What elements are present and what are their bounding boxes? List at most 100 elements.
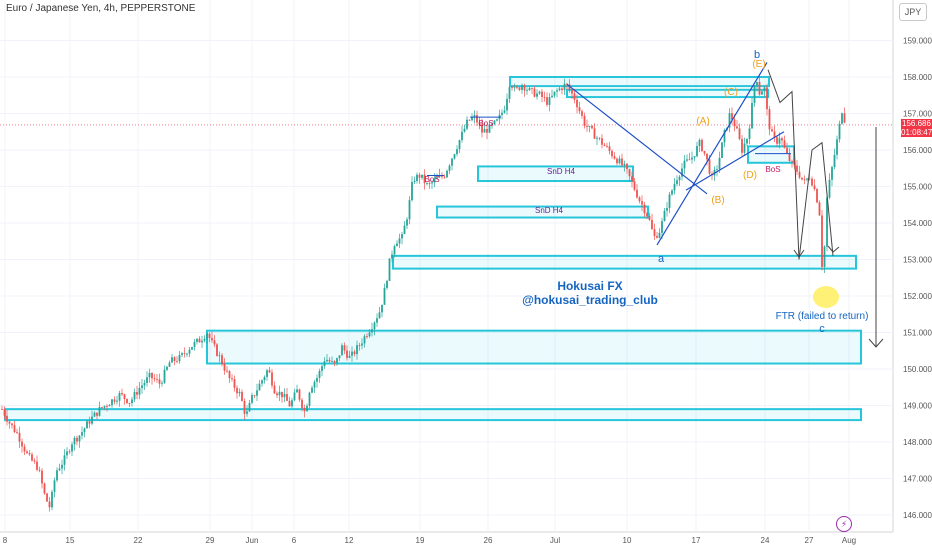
y-tick-label: 151.000: [903, 329, 932, 338]
candle-body: [148, 372, 151, 378]
candle-body: [276, 393, 278, 396]
candle-body: [673, 183, 676, 191]
time-axis[interactable]: 8 15 22 29 Jun 6 12 19 26 Jul 10 17 24 27 Aug: [3, 536, 856, 545]
candle-body: [641, 201, 643, 205]
x-tick-label: 6: [292, 536, 297, 545]
candle-body: [473, 115, 476, 118]
candle-body: [616, 158, 618, 164]
candle-body: [786, 147, 788, 154]
candle-body: [143, 382, 146, 386]
projection-path-2: [798, 141, 834, 260]
candle-body: [591, 125, 593, 129]
x-tick-label: Jun: [246, 536, 259, 545]
candle-body: [771, 129, 773, 132]
candle-body: [698, 139, 701, 147]
candle-body: [1, 409, 3, 410]
currency-button[interactable]: JPY: [899, 3, 927, 21]
candle-body: [841, 113, 843, 124]
arrowhead-2: [827, 245, 840, 253]
y-tick-label: 159.000: [903, 37, 932, 46]
candle-body: [146, 377, 148, 383]
candle-body: [551, 95, 553, 98]
candle-body: [528, 88, 531, 91]
candle-body: [206, 333, 208, 339]
candle-body: [348, 355, 351, 358]
candle-body: [373, 322, 376, 330]
subwave-e-label: (E): [752, 59, 765, 70]
candle-body: [783, 140, 786, 148]
candle-body: [478, 122, 481, 125]
snd-label-lower: SnD H4: [535, 206, 564, 215]
candle-body: [151, 372, 153, 379]
candle-body: [131, 399, 133, 404]
candle-body: [98, 407, 101, 416]
candle-body: [566, 83, 568, 85]
candle-body: [173, 357, 176, 361]
candle-body: [753, 85, 756, 103]
candle-body: [538, 91, 541, 94]
y-tick-label: 152.000: [903, 292, 932, 301]
candle-body: [11, 423, 13, 426]
candle-body: [31, 454, 33, 461]
candle-body: [386, 280, 388, 288]
candle-body: [156, 379, 158, 380]
candle-body: [113, 399, 116, 402]
target-arrow-head: [868, 338, 884, 348]
candle-body: [648, 215, 651, 220]
candle-body: [248, 402, 251, 412]
candle-body: [738, 128, 741, 139]
candle-body: [761, 91, 763, 95]
candle-body: [683, 160, 686, 169]
candle-body: [446, 170, 448, 178]
candle-body: [436, 177, 438, 179]
candle-body: [8, 421, 11, 424]
candle-body: [503, 110, 506, 113]
candle-body: [298, 389, 301, 400]
candle-body: [403, 225, 406, 234]
candle-body: [286, 393, 288, 401]
candle-body: [361, 343, 363, 346]
candle-body: [358, 345, 361, 347]
candle-body: [26, 451, 28, 454]
candle-body: [363, 336, 366, 344]
candle-body: [236, 387, 238, 394]
candle-body: [23, 446, 26, 452]
candle-body: [211, 338, 213, 341]
x-tick-label: 15: [66, 536, 75, 545]
candle-body: [623, 163, 626, 166]
candle-body: [413, 181, 416, 183]
candle-body: [51, 491, 53, 508]
candle-body: [28, 453, 31, 455]
candle-body: [536, 93, 538, 97]
candle-body: [291, 400, 293, 407]
wave-b-label: b: [754, 49, 760, 61]
candle-body: [318, 371, 321, 378]
candle-body: [686, 159, 688, 161]
candle-body: [96, 412, 98, 416]
candle-body: [823, 246, 826, 267]
candle-body: [668, 194, 671, 208]
candle-body: [58, 468, 61, 471]
candle-body: [456, 149, 458, 155]
candle-body: [126, 398, 128, 404]
projection-path-1: [767, 69, 800, 260]
y-tick-label: 149.000: [903, 402, 932, 411]
candle-body: [281, 391, 283, 398]
candle-body: [558, 88, 561, 91]
candle-body: [618, 158, 621, 164]
candle-body: [443, 176, 446, 178]
candle-body: [296, 389, 298, 393]
candle-body: [583, 115, 586, 126]
candle-body: [666, 207, 668, 211]
candle-body: [163, 369, 166, 383]
candle-body: [366, 336, 368, 338]
candle-body: [818, 202, 821, 216]
x-tick-label: 17: [692, 536, 701, 545]
price-axis[interactable]: 159.000 158.000 157.000 156.000 155.000 154.0…: [903, 37, 932, 521]
lightning-icon[interactable]: ⚡: [836, 516, 852, 532]
candle-body: [716, 169, 718, 170]
candle-body: [568, 84, 571, 90]
candle-body: [263, 376, 266, 381]
candle-body: [128, 403, 131, 404]
